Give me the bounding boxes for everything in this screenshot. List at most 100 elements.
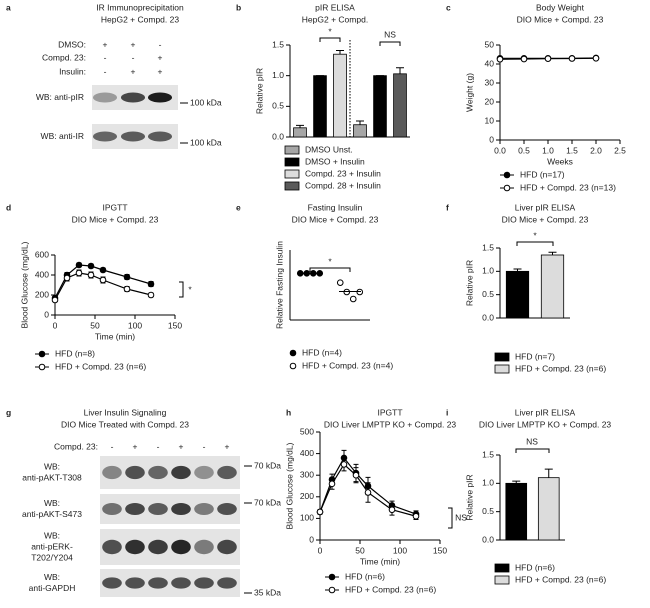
annotation: NS (455, 512, 467, 522)
y-tick-label: 20 (485, 96, 495, 106)
y-axis-label: Blood Glucose (mg/dL) (19, 241, 29, 328)
blot-band (102, 577, 122, 589)
legend-label: HFD (n=4) (302, 347, 342, 357)
legend-label: HFD (n=6) (515, 562, 555, 572)
panel-letter: b (236, 2, 241, 12)
y-tick-label: 1.5 (482, 449, 494, 459)
condition-sign: - (111, 441, 114, 451)
x-tick-label: 100 (128, 320, 142, 330)
error-bar (396, 67, 404, 74)
bar (505, 270, 530, 319)
x-tick-label: 0.0 (494, 145, 506, 155)
probe-label: anti-pAKT-S473 (22, 509, 82, 519)
probe-label: WB: (44, 461, 60, 471)
point (592, 55, 600, 62)
point (352, 471, 360, 479)
blot-subtitle: HepG2 + Compd. 23 (101, 14, 179, 24)
condition-sign: - (104, 66, 107, 76)
legend-marker (328, 586, 336, 594)
y-axis-label: Weight (g) (464, 73, 474, 112)
chart-subtitle: DIO Mice + Compd. 23 (517, 14, 604, 24)
y-tick-label: 0 (309, 534, 314, 544)
point (99, 276, 107, 284)
blot-band (217, 503, 237, 515)
condition-sign: + (103, 39, 108, 49)
condition-sign: + (225, 441, 230, 451)
legend-label: HFD (n=8) (55, 348, 95, 358)
blot-band (92, 92, 118, 103)
error-bar (296, 124, 304, 128)
blot-band (171, 503, 191, 515)
y-tick-label: 1.5 (272, 39, 284, 49)
point (87, 262, 95, 270)
condition-label: Compd. 23: (42, 52, 86, 62)
legend-label: Compd. 23 + Insulin (305, 168, 381, 178)
legend-label: HFD + Compd. 23 (n=6) (515, 363, 606, 373)
x-tick-label: 2.5 (614, 145, 626, 155)
bracket (319, 37, 341, 42)
chart-title: Liver pIR ELISA (515, 202, 576, 212)
x-axis-label: Time (min) (360, 556, 400, 566)
y-tick-label: 0.0 (482, 534, 494, 544)
chart-subtitle: DIO Liver LMPTP KO + Compd. 23 (479, 419, 612, 429)
point (123, 285, 131, 293)
chart-subtitle: DIO Mice + Compd. 23 (292, 214, 379, 224)
point (316, 508, 324, 516)
bar (505, 482, 528, 541)
y-tick-label: 300 (300, 469, 314, 479)
point (349, 295, 357, 303)
y-tick-label: 200 (300, 491, 314, 501)
legend-label: HFD (n=7) (515, 351, 555, 361)
annotation: NS (384, 29, 396, 39)
blot-subtitle: DIO Mice Treated with Compd. 23 (61, 419, 189, 429)
chart-subtitle: DIO Mice + Compd. 23 (502, 214, 589, 224)
probe-label: WB: (44, 530, 60, 540)
legend-marker (289, 349, 297, 357)
blot-band (194, 503, 214, 515)
blot-membrane (100, 456, 240, 489)
chart-title: IPGTT (377, 407, 402, 417)
point (87, 271, 95, 279)
error-bar (356, 120, 364, 125)
probe-label: WB: (44, 498, 60, 508)
legend-label: HFD (n=6) (345, 571, 385, 581)
marker-label: 100 kDa (190, 97, 222, 107)
bar (333, 53, 347, 138)
panel-letter: a (6, 2, 11, 12)
x-tick-label: 50 (355, 545, 365, 555)
x-tick-label: 2.0 (590, 145, 602, 155)
legend-swatch (284, 157, 300, 167)
annotation: * (533, 230, 537, 240)
bar (313, 75, 327, 138)
legend-label: DMSO + Insulin (305, 156, 365, 166)
blot-band (120, 92, 146, 103)
bracket (379, 41, 401, 46)
blot-band (147, 131, 173, 142)
blot-band (148, 539, 168, 555)
legend-marker (328, 573, 336, 581)
panel-letter: d (6, 202, 11, 212)
bar (293, 127, 307, 138)
y-tick-label: 0 (44, 309, 49, 319)
chart-title: Liver pIR ELISA (515, 407, 576, 417)
bar (537, 477, 560, 541)
bracket (309, 267, 351, 272)
point (328, 480, 336, 488)
x-tick-label: 100 (393, 545, 407, 555)
blot-band (125, 577, 145, 589)
bracket (448, 507, 453, 529)
point (99, 266, 107, 274)
legend-swatch (494, 352, 510, 362)
chart-subtitle: DIO Liver LMPTP KO + Compd. 23 (324, 419, 457, 429)
x-tick-label: 0 (318, 545, 323, 555)
blot-band (171, 577, 191, 589)
blot-band (194, 539, 214, 555)
legend-swatch (284, 181, 300, 191)
chart-title: Body Weight (536, 2, 585, 12)
condition-label: Compd. 23: (54, 441, 98, 451)
x-tick-label: 1.0 (542, 145, 554, 155)
y-tick-label: 1.0 (482, 266, 494, 276)
legend-label: HFD + Compd. 23 (n=6) (55, 361, 146, 371)
marker-label: 100 kDa (190, 137, 222, 147)
